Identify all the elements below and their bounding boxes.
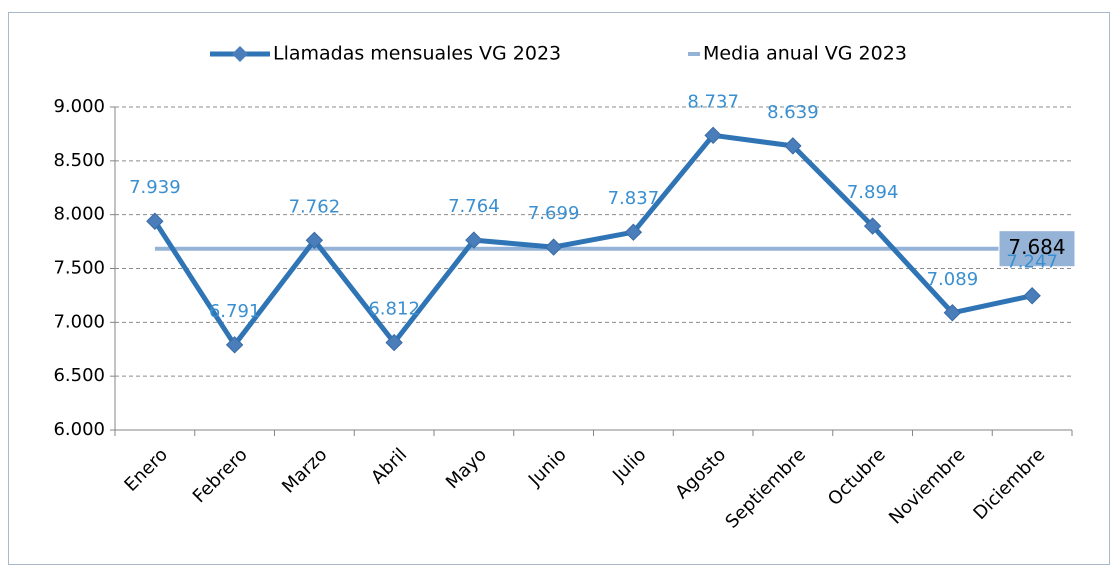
data-point: [385, 333, 403, 352]
mean-label: 7.684: [1008, 235, 1065, 259]
data-point: [305, 231, 324, 249]
data-label: 7.894: [847, 182, 899, 203]
data-label: 7.939: [129, 177, 181, 198]
y-tick-label: 7.000: [53, 311, 105, 332]
data-label: 6.791: [209, 301, 261, 322]
data-point: [624, 223, 643, 241]
y-tick-label: 9.000: [53, 96, 105, 117]
data-point: [146, 212, 164, 230]
legend-marker: [232, 46, 248, 62]
legend-label: Media anual VG 2023: [703, 43, 907, 65]
y-tick-label: 7.500: [53, 258, 105, 279]
y-tick-label: 6.500: [53, 365, 105, 386]
data-label: 6.812: [368, 299, 420, 320]
data-label: 7.764: [448, 196, 500, 217]
data-point: [1023, 287, 1041, 305]
data-label: 7.699: [528, 203, 580, 224]
mean-label-box: [998, 230, 1076, 268]
data-line: [152, 132, 1033, 348]
data-point: [863, 217, 882, 235]
y-tick-label: 6.000: [53, 419, 105, 440]
y-tick-label: 8.500: [53, 150, 105, 171]
data-point: [544, 238, 563, 256]
data-label: 7.837: [608, 188, 660, 209]
data-point: [225, 336, 244, 354]
y-tick-label: 8.000: [53, 204, 105, 225]
data-label: 7.762: [289, 196, 341, 217]
chart-border: [8, 12, 1110, 565]
data-label: 7.089: [927, 269, 979, 290]
data-label: 8.737: [687, 91, 739, 112]
data-point: [704, 126, 722, 145]
data-point: [943, 304, 962, 322]
data-label: 7.247: [1006, 252, 1058, 273]
data-point: [784, 137, 802, 155]
legend-label: Llamadas mensuales VG 2023: [273, 43, 561, 65]
data-label: 8.639: [767, 102, 819, 123]
data-point: [465, 231, 483, 249]
